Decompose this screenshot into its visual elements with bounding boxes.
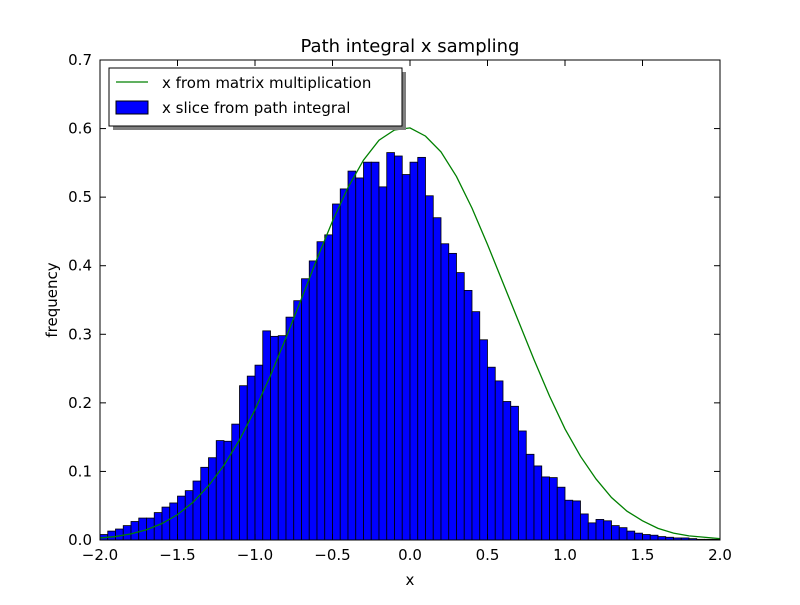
histogram-bars [99, 152, 721, 541]
y-tick-label: 0.4 [68, 257, 92, 275]
histogram-bar [595, 519, 605, 541]
histogram-bar [479, 339, 488, 541]
histogram-bar [355, 177, 364, 541]
histogram-bar [378, 186, 388, 541]
histogram-bar [339, 188, 349, 541]
histogram-bar [192, 480, 202, 541]
legend-line-label: x from matrix multiplication [162, 74, 371, 92]
histogram-bar [525, 453, 535, 541]
legend: x from matrix multiplication x slice fro… [108, 67, 406, 130]
histogram-bar [642, 534, 651, 541]
x-tick-label: 1.0 [553, 546, 577, 564]
histogram-bar [502, 401, 512, 541]
histogram-bar [246, 375, 256, 541]
histogram-bar [363, 161, 372, 541]
y-tick-label: 0.1 [68, 462, 92, 480]
x-tick-label: 2.0 [708, 546, 732, 564]
histogram-bar [425, 195, 434, 541]
histogram-bar [223, 440, 233, 541]
histogram-bar [386, 152, 395, 541]
legend-box [108, 67, 403, 127]
histogram-bar [564, 499, 574, 541]
legend-bar-swatch [115, 100, 149, 115]
histogram-bar [580, 513, 589, 541]
y-tick-label: 0.5 [68, 188, 92, 206]
histogram-bar [277, 335, 287, 541]
x-tick-label: −1.5 [159, 546, 195, 564]
histogram-bar [130, 521, 140, 541]
histogram-bar [332, 203, 341, 541]
histogram-bar [285, 316, 295, 541]
histogram-bar [487, 366, 496, 541]
histogram-bar [611, 525, 620, 541]
y-axis-label: frequency [43, 262, 61, 337]
histogram-bar [177, 495, 186, 541]
y-tick-label: 0.6 [68, 120, 92, 138]
chart-title: Path integral x sampling [301, 36, 520, 57]
x-tick-label: 1.5 [631, 546, 655, 564]
legend-bar-label: x slice from path integral [162, 99, 350, 117]
histogram-bar [169, 502, 178, 541]
x-tick-label: −1.0 [237, 546, 273, 564]
histogram-bar [301, 278, 310, 541]
histogram-bar [432, 217, 442, 541]
histogram-bar [657, 536, 667, 541]
histogram-bar [208, 457, 217, 541]
histogram-bar [587, 522, 597, 541]
histogram-bar [649, 534, 659, 541]
histogram-bar [122, 525, 132, 541]
y-axis-ticks: 0.0 0.1 0.2 0.3 0.4 0.5 0.6 0.7 [68, 51, 720, 549]
y-tick-label: 0.7 [68, 51, 92, 69]
histogram-bar [184, 490, 194, 541]
histogram-bar [603, 520, 612, 541]
histogram-bar [518, 430, 527, 541]
y-tick-label: 0.2 [68, 394, 92, 412]
histogram-bar [510, 405, 519, 541]
histogram-bar [262, 330, 271, 541]
line-series [99, 127, 721, 540]
histogram-bar [556, 486, 566, 541]
histogram-bar [370, 161, 380, 541]
histogram-bar [572, 500, 581, 541]
line-series-layer [99, 127, 721, 540]
histogram-bar [308, 260, 318, 541]
histogram-bar [448, 252, 457, 541]
histogram-bar [394, 155, 403, 541]
histogram-bar [409, 161, 419, 541]
histogram-bar [347, 170, 357, 541]
histogram-bar [634, 532, 643, 541]
histogram-bar [549, 477, 558, 541]
histogram-bar [541, 476, 550, 541]
histogram-bar [115, 528, 124, 541]
histogram-bar [316, 241, 326, 541]
histogram-bar [494, 380, 504, 541]
histogram-bar [215, 440, 225, 541]
histogram-bar [324, 234, 333, 541]
histogram-bar [618, 527, 628, 541]
histogram-bar [533, 465, 543, 541]
x-tick-label: −2.0 [82, 546, 118, 564]
histogram-bar [254, 364, 264, 541]
histogram-bar [440, 243, 450, 541]
histogram-bar [401, 174, 411, 541]
x-axis-ticks: −2.0 −1.5 −1.0 −0.5 0.0 0.5 1.0 1.5 2.0 [82, 60, 732, 564]
histogram-bar [456, 272, 465, 541]
histogram-bar [417, 156, 426, 541]
histogram-bar [463, 289, 473, 541]
histogram-bar [626, 530, 636, 541]
histogram-bar [107, 530, 116, 541]
x-tick-label: 0.5 [476, 546, 500, 564]
y-tick-label: 0.0 [68, 531, 92, 549]
x-tick-label: −0.5 [314, 546, 350, 564]
y-tick-label: 0.3 [68, 325, 92, 343]
x-axis-label: x [406, 571, 415, 589]
histogram-bar [293, 300, 302, 541]
x-tick-label: 0.0 [398, 546, 422, 564]
histogram-bar [200, 466, 209, 541]
histogram-bar [138, 517, 147, 541]
histogram-bar [239, 385, 248, 541]
histogram-bar [471, 311, 481, 541]
